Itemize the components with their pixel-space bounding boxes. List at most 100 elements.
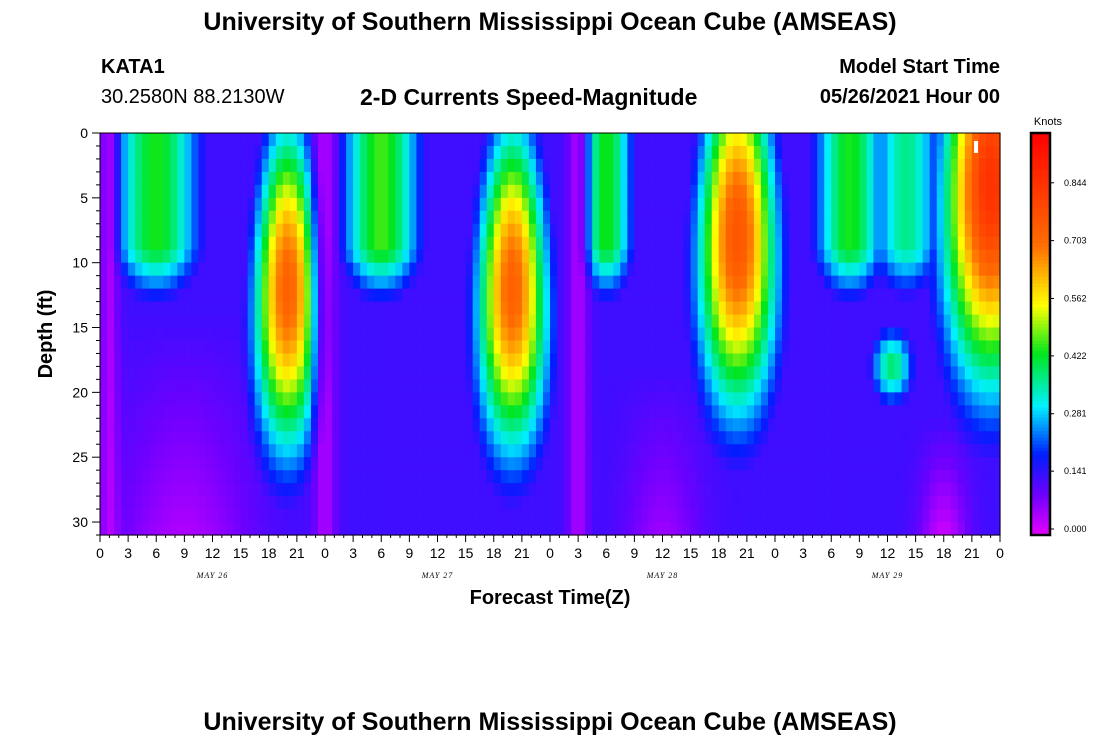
heatmap-cell [500,133,509,147]
heatmap-cell [760,145,769,160]
heatmap-cell [627,158,635,173]
heatmap-cell [507,197,516,212]
heatmap-cell [339,483,347,497]
heatmap-cell [430,314,439,329]
heatmap-cell [908,236,917,251]
heatmap-cell [240,184,249,199]
heatmap-cell [606,509,614,523]
heatmap-cell [753,340,762,355]
heatmap-cell [831,236,839,251]
heatmap-cell [866,210,875,225]
heatmap-cell [226,353,235,368]
heatmap-cell [887,470,896,484]
heatmap-cell [388,133,396,147]
heatmap-cell [458,444,467,458]
heatmap-cell [205,210,214,225]
heatmap-cell [444,470,453,484]
heatmap-cell [437,145,446,160]
heatmap-cell [395,353,403,368]
heatmap-cell [627,197,635,212]
heatmap-cell [486,236,495,251]
heatmap-cell [936,171,945,186]
heatmap-cell [676,444,685,458]
heatmap-cell [564,210,572,225]
heatmap-cell [964,249,973,264]
heatmap-cell [184,158,193,173]
heatmap-cell [268,392,277,406]
heatmap-cell [514,340,523,355]
heatmap-cell [219,249,228,264]
heatmap-cell [887,262,896,277]
heatmap-cell [845,496,853,510]
heatmap-cell [296,366,305,380]
heatmap-cell [887,392,896,406]
heatmap-cell [767,236,776,251]
heatmap-cell [964,496,973,510]
heatmap-cell [662,133,671,147]
heatmap-cell [915,366,924,380]
heatmap-cell [887,184,896,199]
heatmap-cell [943,444,952,458]
heatmap-cell [592,314,600,329]
heatmap-cell [346,327,354,342]
heatmap-cell [135,249,143,264]
heatmap-cell [191,210,200,225]
heatmap-cell [528,366,537,380]
heatmap-cell [107,210,115,225]
x-tick-label: 3 [574,545,582,561]
heatmap-cell [697,483,706,497]
heatmap-cell [282,275,291,290]
heatmap-cell [627,405,635,419]
heatmap-cell [275,197,284,212]
heatmap-cell [718,197,727,212]
heatmap-cell [472,223,481,238]
heatmap-cell [268,314,277,329]
heatmap-cell [796,483,804,497]
heatmap-cell [725,249,734,264]
heatmap-cell [423,431,432,445]
heatmap-cell [451,288,460,303]
heatmap-cell [107,262,115,277]
heatmap-cell [254,275,263,290]
heatmap-cell [388,249,396,264]
heatmap-cell [507,262,516,277]
heatmap-cell [564,444,572,458]
heatmap-cell [985,171,994,186]
heatmap-cell [669,249,678,264]
heatmap-cell [493,405,502,419]
heatmap-cell [247,483,256,497]
heatmap-cell [936,301,945,316]
heatmap-cell [184,457,193,471]
heatmap-cell [894,314,903,329]
heatmap-cell [233,262,242,277]
heatmap-cell [100,158,108,173]
heatmap-cell [746,197,755,212]
heatmap-cell [599,145,607,160]
heatmap-cell [978,158,987,173]
heatmap-cell [388,431,396,445]
heatmap-cell [486,444,495,458]
heatmap-cell [360,133,368,147]
heatmap-cell [648,262,657,277]
heatmap-cell [782,288,790,303]
heatmap-cell [718,210,727,225]
heatmap-cell [402,509,410,523]
heatmap-cell [753,418,762,432]
heatmap-cell [142,366,150,380]
heatmap-cell [107,483,115,497]
heatmap-cell [655,470,664,484]
heatmap-cell [753,509,762,523]
heatmap-cell [578,314,586,329]
heatmap-cell [627,509,635,523]
heatmap-cell [985,379,994,393]
heatmap-cell [950,249,959,264]
heatmap-cell [669,392,678,406]
heatmap-cell [514,353,523,368]
heatmap-cell [149,197,157,212]
heatmap-cell [683,184,692,199]
heatmap-cell [437,483,446,497]
heatmap-cell [163,262,171,277]
heatmap-cell [409,275,418,290]
heatmap-cell [676,405,685,419]
heatmap-cell [177,340,185,355]
